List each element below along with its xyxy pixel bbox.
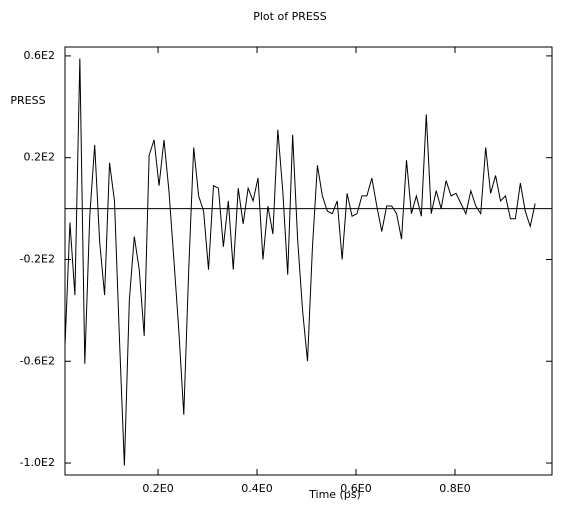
- y-tick-label: -0.2E2: [20, 252, 55, 265]
- y-axis-label: PRESS: [10, 94, 45, 107]
- x-tick-label: 0.6E0: [340, 482, 371, 495]
- y-tick-label: -1.0E2: [20, 456, 55, 469]
- y-tick-label: 0.6E2: [24, 49, 55, 62]
- plot-frame: [64, 46, 553, 476]
- x-axis-label: Time (ps): [308, 488, 361, 501]
- chart-title: Plot of PRESS: [253, 10, 327, 23]
- x-tick-label: 0.8E0: [439, 482, 470, 495]
- x-tick-label: 0.4E0: [241, 482, 272, 495]
- y-tick-label: -0.6E2: [20, 354, 55, 367]
- y-tick-label: 0.2E2: [24, 151, 55, 164]
- data-line: [64, 58, 536, 466]
- x-tick-label: 0.2E0: [142, 482, 173, 495]
